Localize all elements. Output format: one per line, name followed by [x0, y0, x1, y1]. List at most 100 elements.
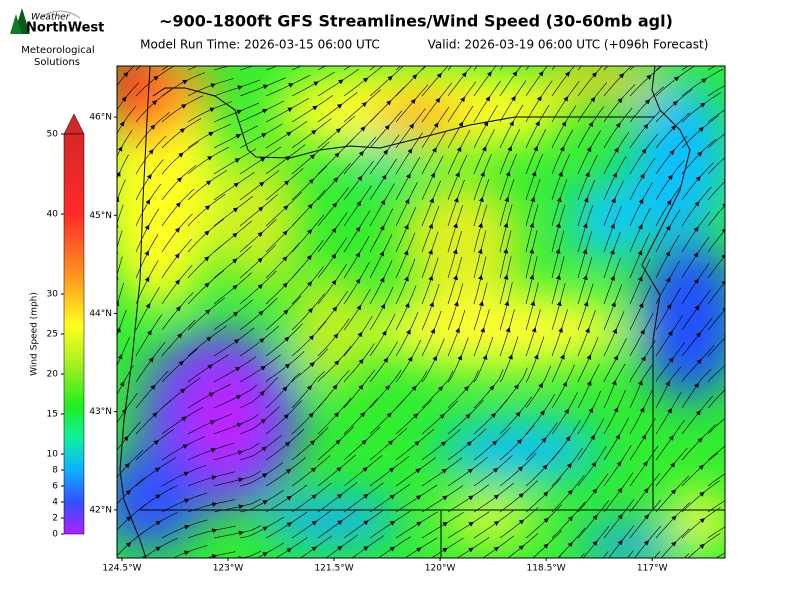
streamline [525, 309, 541, 357]
streamline [473, 230, 487, 279]
streamline [577, 256, 593, 305]
streamline [734, 523, 781, 538]
streamline [734, 52, 780, 70]
stream-arrow [184, 577, 187, 578]
streamline [707, 500, 725, 513]
logo: Weather NorthWest Meteorological Solutio… [10, 8, 104, 68]
lon-tick-label: 118.5°W [527, 564, 566, 574]
stream-arrow [390, 573, 393, 575]
stream-arrow [414, 51, 417, 53]
stream-arrow [729, 82, 732, 84]
streamline [551, 282, 566, 331]
stream-arrow [312, 573, 315, 575]
lon-tick-label: 123°W [213, 564, 244, 574]
stream-arrow [155, 573, 158, 575]
streamline [525, 230, 538, 279]
stream-arrow [728, 574, 731, 576]
streamline [551, 230, 565, 279]
colorbar-tick-label: 8 [52, 466, 58, 476]
colorbar-label: Wind Speed (mph) [30, 292, 40, 376]
stream-arrow [314, 58, 317, 60]
streamline [117, 230, 123, 250]
streamline [603, 257, 621, 305]
stream-arrow [700, 571, 703, 573]
streamline [734, 497, 780, 512]
colorbar-tick-label: 40 [47, 210, 59, 220]
colorbar-tick-label: 20 [47, 370, 59, 380]
streamline [240, 550, 262, 558]
streamline [214, 576, 261, 591]
stream-arrow [755, 108, 758, 110]
stream-arrow [648, 51, 651, 53]
streamline [370, 562, 410, 590]
colorbar-tick-label: 15 [47, 410, 58, 420]
streamline [473, 204, 488, 253]
colorbar-tick-label: 2 [52, 514, 58, 524]
lon-tick-label: 120°W [425, 564, 456, 574]
stream-arrow [519, 572, 522, 574]
lon-tick-label: 117°W [637, 564, 668, 574]
lat-tick-label: 43°N [89, 407, 112, 417]
streamline [734, 242, 767, 278]
colorbar-tick-label: 10 [47, 450, 59, 460]
streamline [447, 283, 464, 331]
stream-arrow [752, 181, 755, 183]
streamline [172, 545, 208, 558]
streamline [447, 205, 463, 253]
streamline [577, 230, 593, 279]
streamline [291, 66, 302, 71]
streamline [473, 309, 490, 357]
stream-arrow [752, 337, 755, 339]
streamline [707, 109, 725, 123]
streamline [395, 66, 401, 71]
streamline [136, 563, 177, 590]
streamline [734, 410, 777, 434]
colorbar-tick-label: 50 [47, 130, 59, 140]
streamline [473, 154, 492, 201]
streamline [421, 284, 440, 331]
stream-arrow [211, 581, 214, 582]
streamline [499, 230, 512, 279]
logo-caption: Meteorological [21, 45, 94, 56]
streamline [447, 309, 466, 357]
streamline [707, 364, 725, 383]
streamline [499, 204, 513, 253]
streamline [421, 205, 440, 253]
streamline [551, 179, 568, 227]
streamline [213, 66, 230, 71]
stream-arrow [442, 574, 445, 576]
stream-arrow [751, 283, 753, 286]
stream-arrow [126, 49, 128, 51]
stream-arrow [724, 360, 725, 367]
streamline [213, 413, 259, 435]
streamline [734, 192, 769, 226]
stream-arrow [389, 53, 392, 55]
streamline [734, 217, 768, 252]
streamline [734, 99, 777, 122]
streamline [525, 336, 545, 383]
stream-arrow [339, 56, 342, 58]
logo-caption: Solutions [34, 57, 80, 68]
streamline [525, 282, 539, 331]
streamline [239, 66, 255, 71]
streamline [577, 205, 594, 253]
streamline [551, 204, 566, 253]
streamline [473, 282, 488, 331]
stream-arrow [155, 53, 158, 55]
lat-tick-label: 45°N [89, 211, 112, 221]
stream-arrow [754, 391, 757, 393]
streamline [265, 66, 278, 71]
lat-tick-label: 44°N [89, 309, 112, 319]
stream-arrow [728, 106, 731, 108]
streamline [213, 470, 261, 487]
streamline [266, 563, 307, 591]
streamline [707, 473, 725, 487]
streamline [707, 157, 725, 175]
stream-arrow [675, 53, 678, 55]
streamline [205, 551, 236, 558]
streamline [707, 133, 725, 149]
stream-arrow [730, 57, 733, 58]
streamline [707, 417, 725, 435]
stream-arrow [729, 497, 732, 499]
streamline [734, 145, 773, 174]
